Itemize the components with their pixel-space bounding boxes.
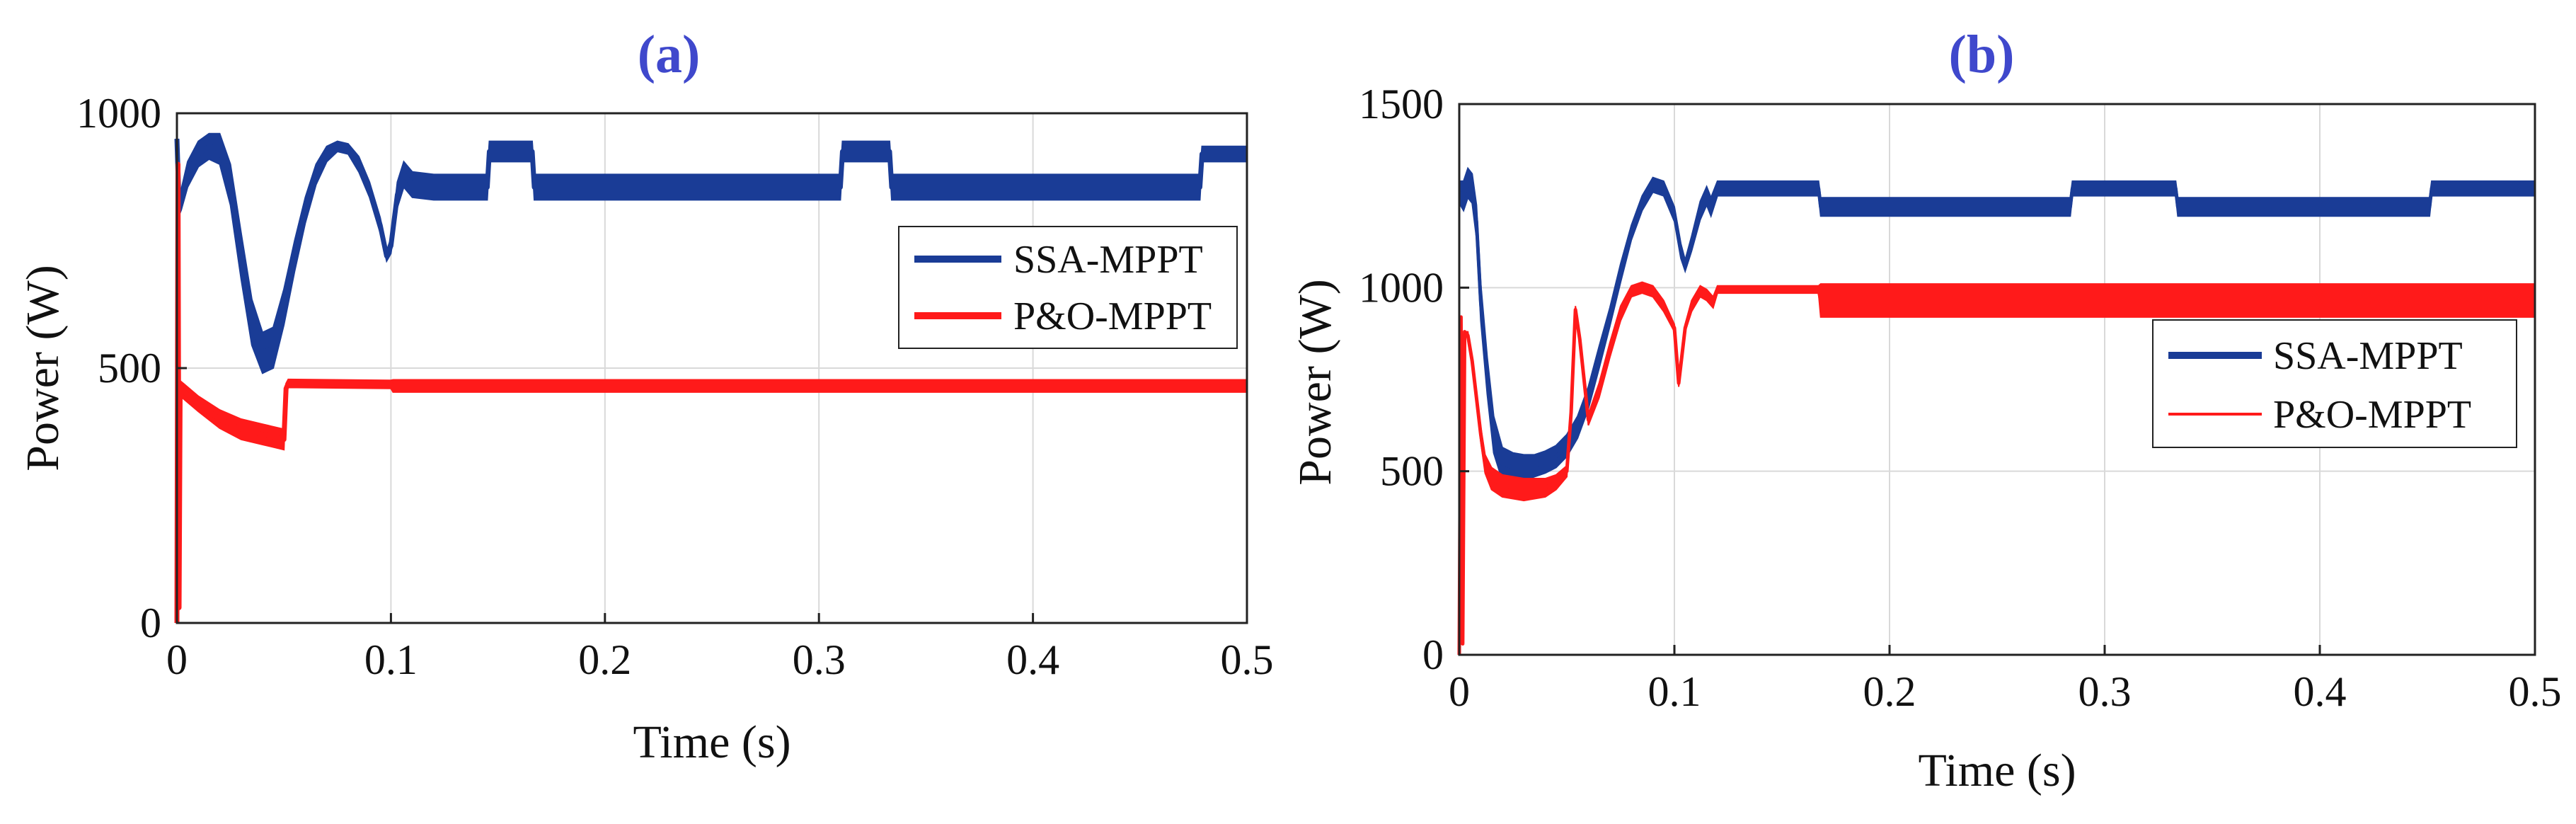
panel-b-ytick-label-0: 0: [1422, 631, 1444, 678]
panel-b-series-ssa-line: [1458, 181, 2535, 469]
panel-b-ylabel: Power (W): [1289, 279, 1341, 485]
panel-b-ytick-label-3: 1500: [1359, 81, 1444, 127]
panel-b-series-po-line: [1457, 285, 2535, 656]
panel-a-legend-label-ssa: SSA-MPPT: [1013, 238, 1203, 282]
panel-a-series: [174, 132, 1248, 624]
panel-a-xtick-label-1: 0.1: [364, 636, 418, 683]
panel-a-title: (a): [638, 25, 701, 84]
panel-b-ticks: 0 0.1 0.2 0.3 0.4 0.5 0 500 1000 1500: [1359, 81, 2562, 715]
panel-a-ytick-label-1: 500: [98, 345, 161, 391]
panel-a-legend-box: [898, 226, 1238, 349]
panel-b-legend: SSA-MPPT P&O-MPPT: [2152, 319, 2517, 448]
panel-a-legend: SSA-MPPT P&O-MPPT: [898, 226, 1238, 349]
panel-a-xtick-label-2: 0.2: [578, 636, 631, 683]
panel-b-legend-label-po: P&O-MPPT: [2273, 393, 2471, 437]
panel-a-series-ssa-line: [174, 138, 1247, 355]
panel-b-xtick-label-5: 0.5: [2509, 668, 2562, 715]
panel-b-xtick-label-2: 0.2: [1863, 668, 1916, 715]
panel-b-xlabel: Time (s): [1918, 745, 2076, 796]
panel-a-ytick-label-2: 1000: [76, 90, 161, 137]
panel-b-xtick-label-4: 0.4: [2294, 668, 2347, 715]
panel-a-ticks: 0 0.1 0.2 0.3 0.4 0.5 0 500 1000: [76, 90, 1274, 683]
panel-a-series-po-line: [174, 161, 1247, 624]
panel-a-xlabel: Time (s): [633, 716, 790, 768]
panel-b-title: (b): [1949, 25, 2015, 84]
panel-b-legend-box: [2152, 319, 2517, 448]
panel-a-xtick-label-4: 0.4: [1006, 636, 1059, 683]
panel-a-legend-label-po: P&O-MPPT: [1013, 294, 1212, 338]
panel-a-ylabel: Power (W): [17, 265, 69, 471]
panel-b-xtick-label-3: 0.3: [2078, 668, 2132, 715]
panel-a: (a) 0 0.1 0.2 0.3 0.4 0.5 0 500 1000 Time (s) Po…: [17, 25, 1274, 768]
panel-b-xtick-label-0: 0: [1449, 668, 1470, 715]
panel-b: (b) 0 0.1 0.2 0.3 0.4 0.5 0 500 1000 1500 Time (s…: [1289, 25, 2562, 796]
panel-b-xtick-label-1: 0.1: [1648, 668, 1701, 715]
panel-a-xtick-label-0: 0: [166, 636, 188, 683]
panel-b-axes-box: [1458, 103, 2536, 656]
panel-b-ytick-label-1: 500: [1380, 448, 1444, 495]
panel-b-ytick-label-2: 1000: [1359, 264, 1444, 311]
panel-b-legend-label-ssa: SSA-MPPT: [2273, 334, 2463, 378]
panel-a-ytick-label-0: 0: [140, 600, 161, 646]
panel-a-xtick-label-3: 0.3: [793, 636, 846, 683]
panel-a-xtick-label-5: 0.5: [1221, 636, 1274, 683]
